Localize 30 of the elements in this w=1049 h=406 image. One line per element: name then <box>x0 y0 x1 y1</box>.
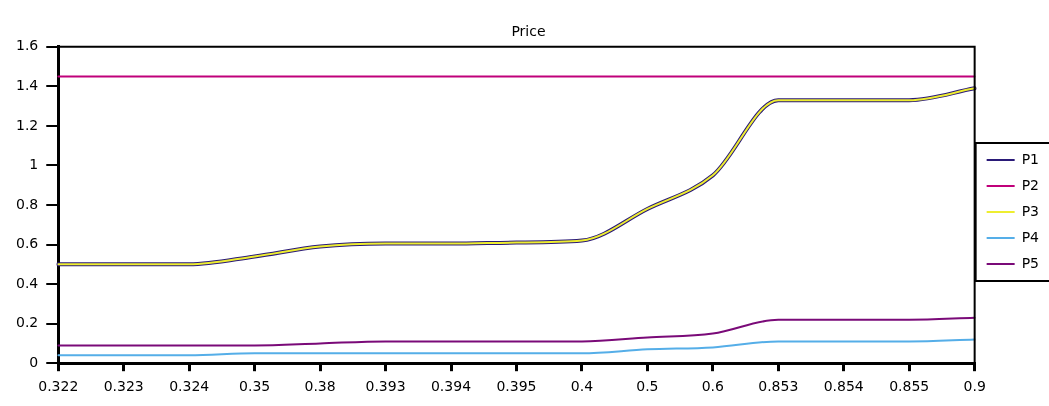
x-tick-label: 0.322 <box>38 378 79 395</box>
x-tick-label: 0.6 <box>701 378 725 395</box>
y-tick-label: 0 <box>29 353 39 370</box>
y-tick-label: 1 <box>29 156 39 173</box>
x-tick-label: 0.393 <box>365 378 406 395</box>
x-tick-label: 0.323 <box>103 378 144 395</box>
legend-label: P3 <box>1021 202 1040 219</box>
x-tick-label: 0.855 <box>889 378 930 395</box>
legend-label: P4 <box>1021 228 1040 245</box>
y-tick-label: 0.8 <box>16 195 39 212</box>
y-tick-label: 0.2 <box>16 314 39 331</box>
x-tick-label: 0.854 <box>823 378 864 395</box>
x-tick-label: 0.5 <box>636 378 659 395</box>
legend-label: P5 <box>1021 254 1040 271</box>
x-tick-label: 0.4 <box>570 378 594 395</box>
y-tick-label: 0.4 <box>16 274 39 291</box>
x-tick-label: 0.35 <box>239 378 271 395</box>
y-tick-label: 1.4 <box>16 76 39 93</box>
y-tick-label: 1.2 <box>16 116 39 133</box>
x-tick-label: 0.395 <box>496 378 537 395</box>
y-tick-label: 1.6 <box>16 37 39 54</box>
x-tick-label: 0.394 <box>430 378 472 395</box>
x-tick-label: 0.853 <box>758 378 799 395</box>
legend-label: P2 <box>1021 176 1040 193</box>
x-tick-label: 0.324 <box>169 378 210 395</box>
chart-title: Price <box>511 23 546 40</box>
legend-label: P1 <box>1021 150 1040 167</box>
x-tick-label: 0.38 <box>304 378 336 395</box>
y-tick-label: 0.6 <box>16 235 39 252</box>
x-tick-label: 0.9 <box>963 378 986 395</box>
